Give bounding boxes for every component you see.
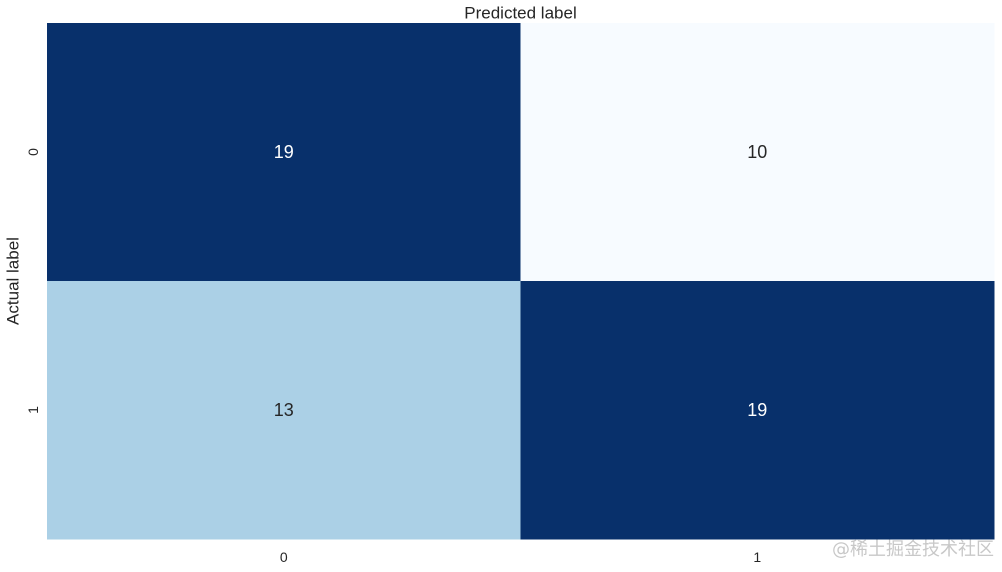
cells-layer <box>47 23 995 540</box>
cell-value-1-1: 19 <box>747 400 767 420</box>
heatmap-cell-1-0 <box>47 281 521 540</box>
watermark-text: @稀土掘金技术社区 <box>832 539 994 560</box>
heatmap-cell-0-1 <box>520 23 995 282</box>
cell-value-1-0: 13 <box>274 400 294 420</box>
x-axis-title: Predicted label <box>464 4 576 23</box>
y-axis-title: Actual label <box>4 237 23 325</box>
x-tick-label-1: 1 <box>753 549 761 565</box>
y-tick-label-0: 0 <box>25 148 41 156</box>
heatmap-cell-0-0 <box>47 23 521 282</box>
cell-value-0-0: 19 <box>274 142 294 162</box>
x-tick-label-0: 0 <box>280 549 288 565</box>
heatmap-cell-1-1 <box>520 281 995 540</box>
cell-value-0-1: 10 <box>747 142 767 162</box>
y-tick-label-1: 1 <box>25 406 41 414</box>
